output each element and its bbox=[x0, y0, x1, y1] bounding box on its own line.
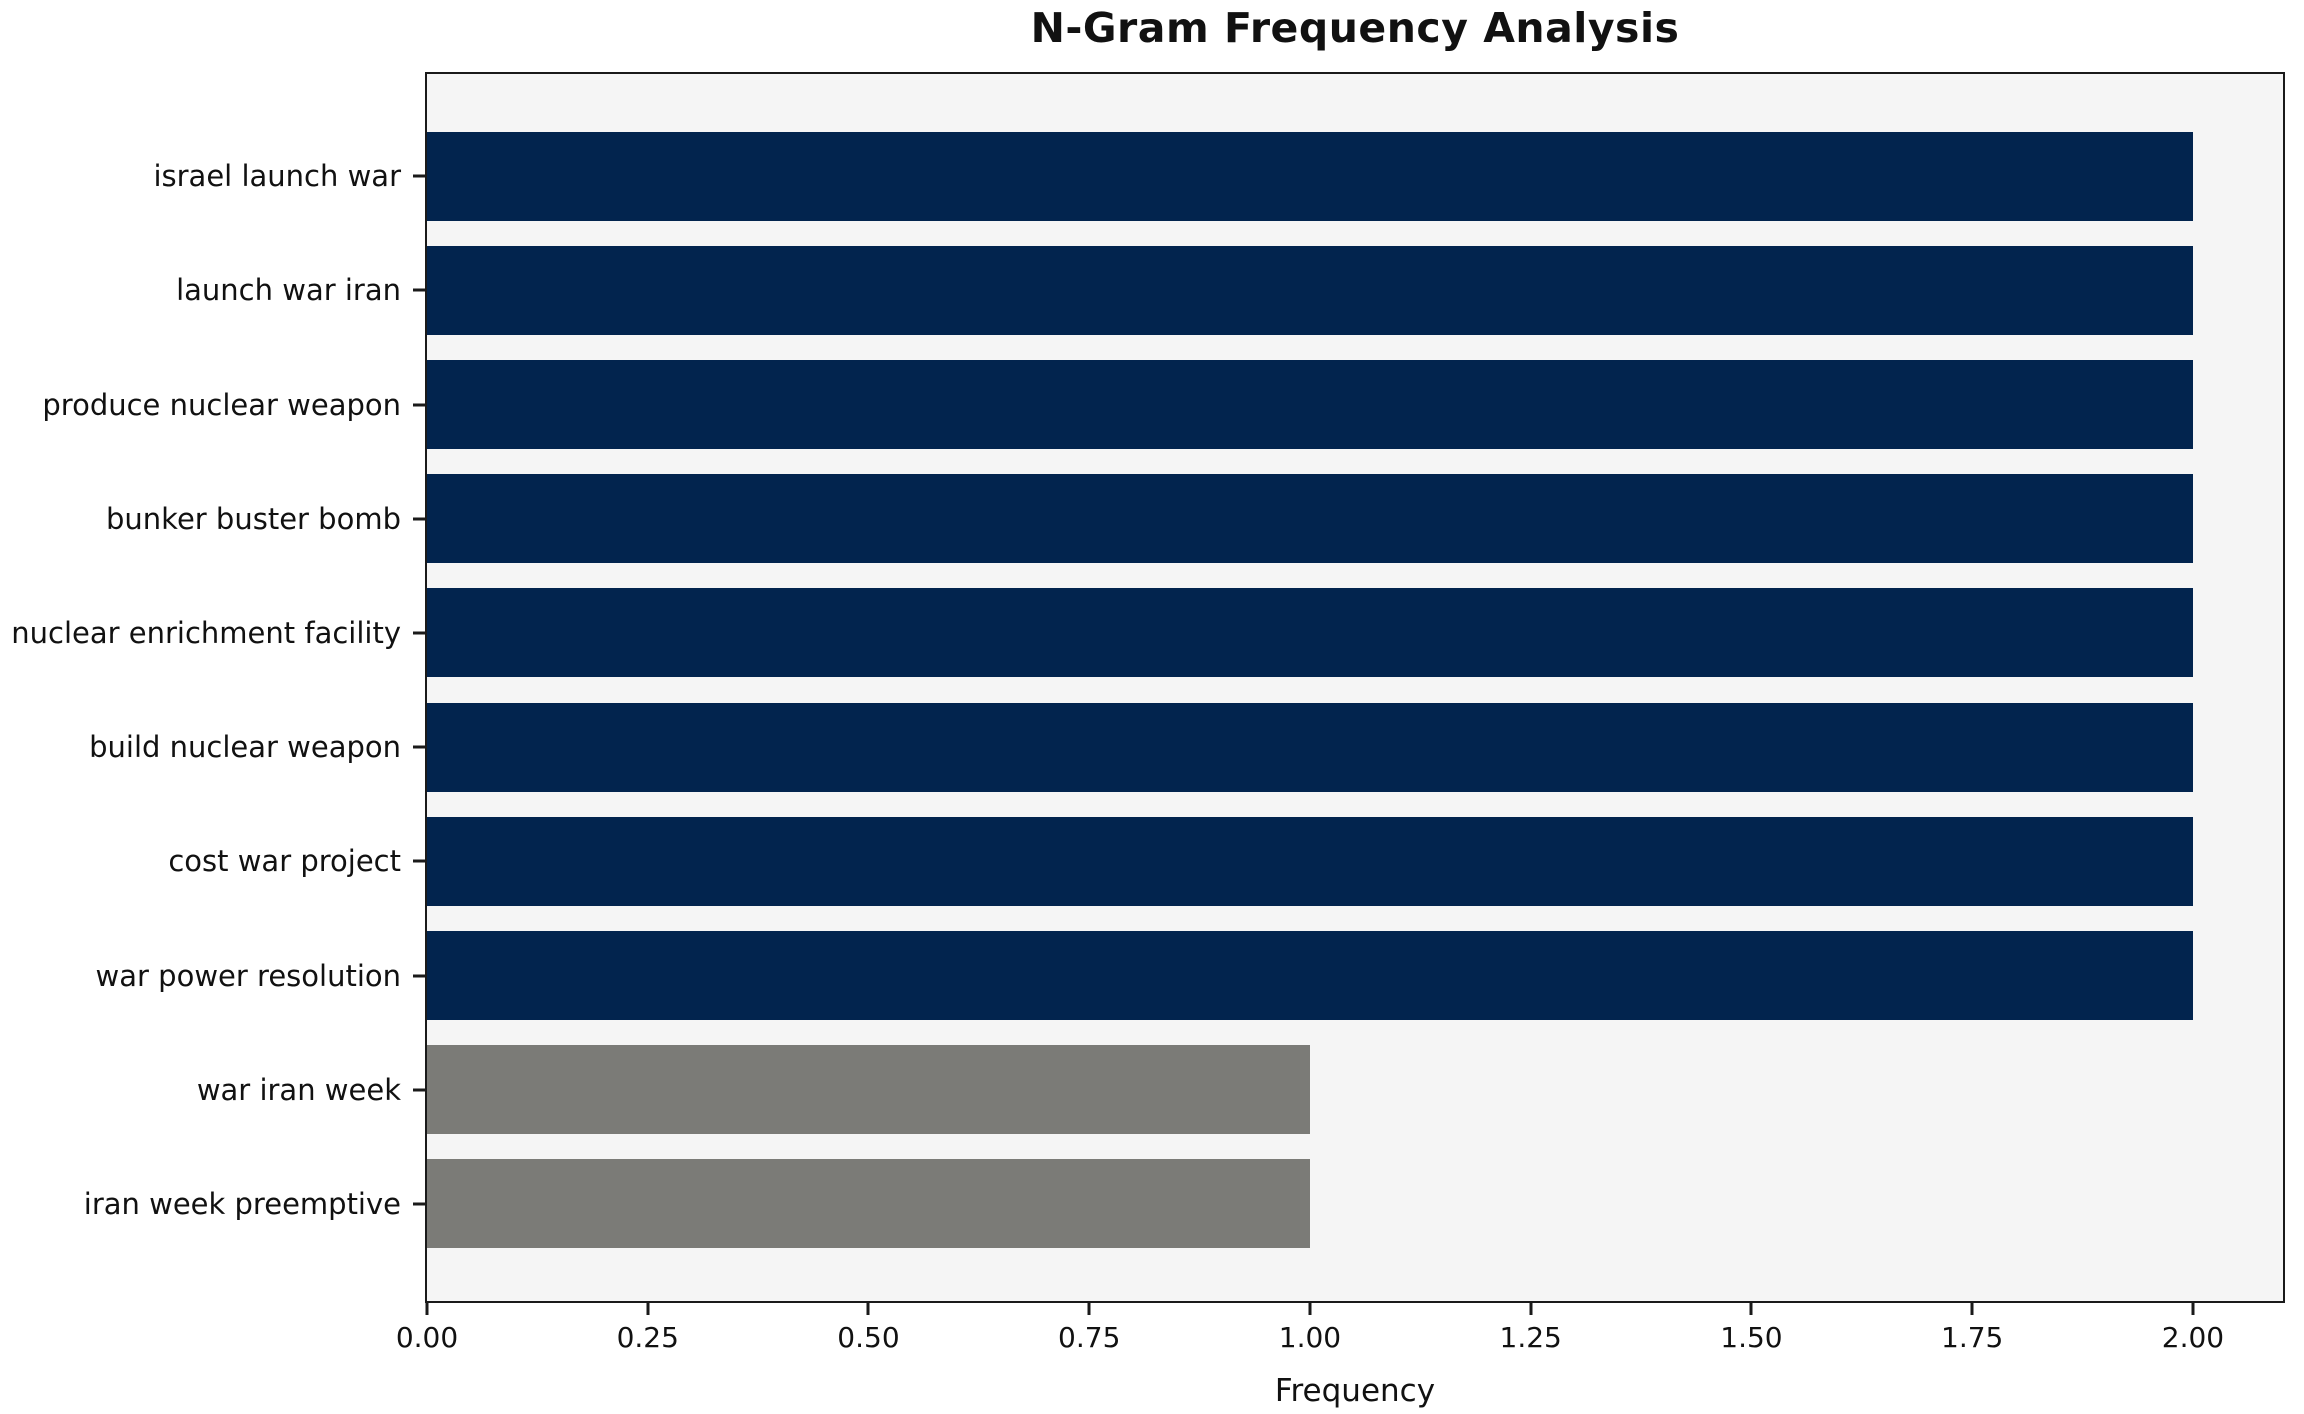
frequency-bar bbox=[427, 816, 2193, 906]
bar-row: war power resolution bbox=[96, 918, 2283, 1032]
y-tick-mark bbox=[413, 974, 425, 978]
frequency-bar bbox=[427, 930, 2193, 1021]
x-tick-mark bbox=[646, 1303, 650, 1315]
y-axis-label: launch war iran bbox=[176, 273, 401, 308]
x-tick-mark bbox=[1970, 1303, 1974, 1315]
x-tick-label: 1.25 bbox=[1499, 1321, 1562, 1354]
bar-row: produce nuclear weapon bbox=[42, 347, 2283, 461]
bar-row: nuclear enrichment facility bbox=[11, 576, 2283, 690]
x-tick-label: 0.00 bbox=[395, 1321, 459, 1354]
bar-row: iran week preemptive bbox=[84, 1147, 2283, 1261]
bar-row: launch war iran bbox=[176, 233, 2283, 347]
bar-row: israel launch war bbox=[153, 119, 2283, 233]
x-tick-mark bbox=[425, 1303, 429, 1315]
x-tick-mark bbox=[1529, 1303, 1533, 1315]
x-tick-mark bbox=[866, 1303, 870, 1315]
x-tick-mark bbox=[1749, 1303, 1753, 1315]
y-axis-label: israel launch war bbox=[153, 159, 401, 194]
x-tick-mark bbox=[1087, 1303, 1091, 1315]
x-tick-label: 1.75 bbox=[1941, 1321, 2004, 1354]
y-tick-mark bbox=[413, 288, 425, 292]
frequency-bar bbox=[427, 245, 2193, 335]
x-tick-label: 2.00 bbox=[2161, 1321, 2225, 1354]
x-axis-title: Frequency bbox=[1274, 1373, 1436, 1409]
plot-area: israel launch war launch war iran produce … bbox=[11, 72, 2285, 1409]
bar-rows: israel launch war launch war iran produce … bbox=[11, 74, 2283, 1301]
x-tick-label: 1.00 bbox=[1278, 1321, 1342, 1354]
x-tick-mark bbox=[2191, 1303, 2195, 1315]
frequency-bar bbox=[427, 702, 2193, 792]
frequency-bar bbox=[427, 1045, 1310, 1135]
y-axis-label: nuclear enrichment facility bbox=[11, 615, 401, 650]
frequency-bar bbox=[427, 588, 2193, 678]
frequency-bar bbox=[427, 474, 2193, 564]
y-tick-mark bbox=[413, 1088, 425, 1092]
frequency-bar bbox=[427, 1159, 1310, 1249]
y-tick-mark bbox=[413, 745, 425, 749]
y-axis-label: produce nuclear weapon bbox=[42, 387, 401, 422]
y-tick-mark bbox=[413, 174, 425, 178]
frequency-bar bbox=[427, 131, 2193, 221]
bar-row: bunker buster bomb bbox=[106, 462, 2283, 576]
bar-row: war iran week bbox=[197, 1033, 2283, 1147]
y-tick-mark bbox=[413, 403, 425, 406]
bar-row: build nuclear weapon bbox=[89, 690, 2283, 804]
y-axis-label: iran week preemptive bbox=[83, 1186, 401, 1221]
x-tick-mark bbox=[1308, 1303, 1312, 1315]
y-axis-label: build nuclear weapon bbox=[89, 730, 401, 765]
x-tick-label: 1.50 bbox=[1720, 1321, 1783, 1354]
y-axis-label: cost war project bbox=[168, 844, 401, 879]
x-tick-label: 0.25 bbox=[616, 1321, 679, 1354]
chart-title: N-Gram Frequency Analysis bbox=[1030, 4, 1680, 52]
bar-row: cost war project bbox=[168, 804, 2283, 918]
y-axis-label: war iran week bbox=[196, 1072, 401, 1107]
y-axis-label: war power resolution bbox=[95, 958, 401, 993]
x-tick-label: 0.50 bbox=[837, 1321, 900, 1354]
y-tick-mark bbox=[413, 517, 425, 521]
frequency-bar bbox=[427, 359, 2193, 450]
y-tick-mark bbox=[413, 859, 425, 863]
y-axis-label: bunker buster bomb bbox=[106, 501, 401, 536]
y-tick-mark bbox=[413, 631, 425, 635]
x-tick-label: 0.75 bbox=[1058, 1321, 1121, 1354]
y-tick-mark bbox=[413, 1202, 425, 1206]
